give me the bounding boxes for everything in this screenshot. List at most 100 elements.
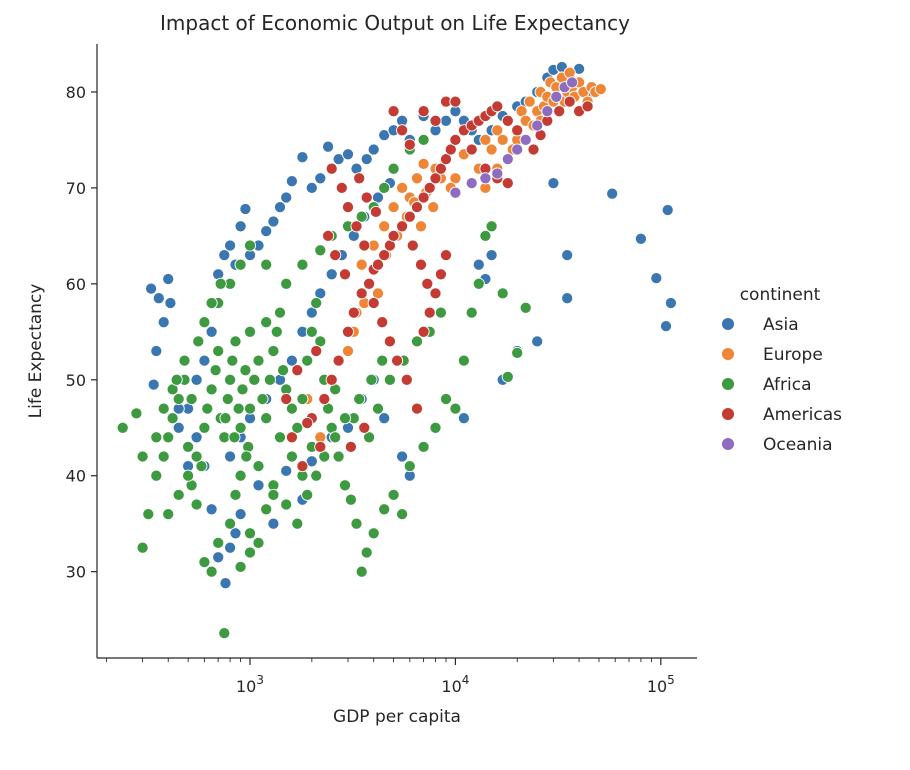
y-tick-label-30: 30	[66, 563, 86, 582]
point-africa-68	[465, 306, 478, 319]
points-layer	[116, 60, 677, 640]
point-africa-84	[172, 488, 185, 501]
point-africa-106	[243, 325, 257, 338]
point-americas-30	[501, 114, 514, 127]
point-americas-52	[335, 181, 348, 194]
point-africa-75	[501, 370, 514, 383]
point-americas-41	[396, 124, 409, 137]
point-americas-29	[491, 100, 504, 113]
point-africa-76	[198, 556, 211, 569]
point-oceania-2	[479, 172, 492, 185]
point-americas-31	[511, 124, 524, 137]
point-americas-43	[417, 105, 430, 118]
point-asia-70	[664, 296, 677, 310]
point-americas-13	[387, 229, 400, 242]
y-ticks: 30 40 50 60 70 80	[66, 83, 97, 582]
point-africa-0	[116, 421, 129, 434]
point-oceania-3	[491, 167, 504, 180]
point-americas-18	[423, 181, 436, 194]
point-africa-81	[229, 488, 242, 501]
point-americas-3	[325, 373, 338, 386]
point-africa-9	[172, 392, 185, 406]
point-asia-59	[531, 335, 544, 348]
point-africa-72	[496, 287, 509, 300]
legend-label-asia: Asia	[763, 315, 799, 335]
point-americas-39	[581, 100, 594, 113]
point-europe-14	[479, 133, 492, 146]
point-americas-44	[429, 114, 442, 127]
point-africa-55	[350, 517, 363, 530]
legend-marker-oceania	[721, 437, 735, 451]
x-tick-label-4: 104	[441, 673, 469, 696]
x-tick-label-5: 105	[647, 673, 675, 696]
point-asia-3	[164, 296, 177, 310]
point-africa-19	[212, 344, 225, 358]
point-europe-17	[496, 133, 509, 146]
point-oceania-1	[465, 177, 478, 190]
point-africa-14	[195, 460, 208, 473]
point-europe-45	[355, 258, 368, 271]
point-europe-57	[341, 344, 355, 358]
point-africa-65	[439, 392, 453, 406]
point-asia-86	[224, 541, 237, 554]
point-europe-5	[410, 172, 424, 185]
point-africa-126	[170, 373, 183, 386]
point-asia-6	[147, 378, 160, 391]
point-americas-80	[301, 416, 314, 430]
point-oceania-0	[449, 186, 462, 199]
point-oceania-6	[519, 133, 532, 146]
point-asia-26	[305, 181, 318, 194]
point-asia-20	[260, 225, 273, 238]
y-axis-label: Life Expectancy	[26, 284, 46, 419]
point-americas-5	[341, 325, 355, 338]
legend-label-americas: Americas	[763, 405, 842, 425]
point-africa-33	[252, 354, 265, 367]
point-asia-1	[152, 292, 165, 305]
point-africa-118	[410, 335, 424, 348]
point-americas-33	[527, 143, 540, 156]
point-africa-40	[277, 364, 290, 377]
point-africa-37	[267, 344, 280, 358]
point-africa-86	[190, 450, 203, 463]
point-americas-36	[553, 105, 566, 118]
point-americas-40	[387, 105, 400, 118]
point-americas-63	[423, 306, 436, 319]
point-africa-85	[182, 469, 195, 482]
point-africa-127	[185, 392, 198, 406]
point-africa-52	[332, 450, 345, 463]
point-asia-89	[205, 503, 218, 516]
y-tick-label-40: 40	[66, 467, 86, 486]
point-europe-23	[523, 95, 536, 108]
point-americas-79	[285, 431, 298, 444]
point-africa-42	[285, 402, 298, 415]
point-americas-46	[449, 95, 462, 108]
point-europe-10	[449, 172, 462, 185]
point-africa-32	[248, 373, 261, 386]
point-africa-79	[218, 627, 231, 640]
point-africa-11	[182, 440, 195, 453]
point-americas-8	[363, 277, 376, 290]
x-tick-label-3: 103	[236, 673, 264, 696]
point-americas-11	[378, 249, 391, 262]
point-americas-57	[376, 316, 389, 329]
point-africa-64	[429, 421, 442, 434]
point-americas-81	[318, 392, 331, 406]
point-asia-91	[190, 431, 203, 444]
point-asia-57	[561, 249, 574, 262]
point-africa-31	[243, 402, 257, 415]
point-europe-1	[378, 220, 391, 233]
point-oceania-9	[550, 90, 563, 103]
point-africa-17	[205, 383, 218, 396]
point-africa-70	[479, 229, 492, 242]
point-africa-123	[214, 277, 227, 290]
point-africa-21	[218, 431, 231, 444]
point-americas-17	[417, 191, 430, 204]
point-africa-54	[344, 493, 357, 506]
point-americas-75	[369, 205, 382, 218]
point-asia-65	[485, 249, 498, 262]
point-africa-71	[485, 220, 498, 233]
point-africa-63	[417, 440, 430, 453]
point-africa-61	[396, 508, 409, 521]
point-oceania-11	[566, 76, 579, 89]
legend-label-africa: Africa	[763, 375, 812, 395]
